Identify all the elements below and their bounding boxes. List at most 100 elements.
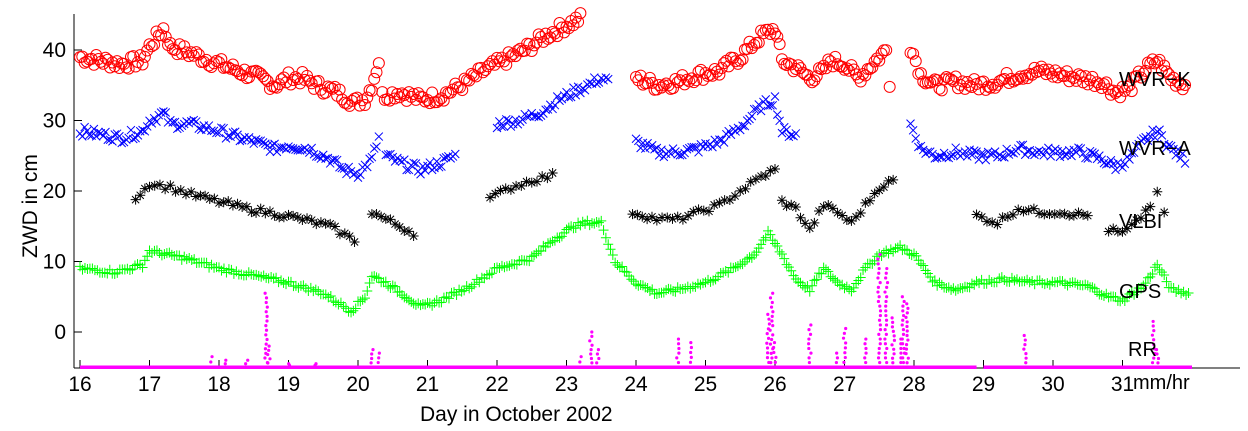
rain-rate-point — [807, 328, 811, 332]
gps-point — [443, 293, 454, 304]
gps-point — [809, 275, 820, 286]
rain-rate-point — [1024, 356, 1028, 360]
rain-rate-point — [876, 262, 880, 266]
gps-point — [705, 276, 716, 287]
rain-rate-point — [883, 342, 888, 346]
gps-point — [1057, 276, 1068, 287]
rain-rate-point — [265, 305, 269, 309]
rain-rate-point — [266, 365, 270, 369]
rain-rate-point — [878, 342, 882, 346]
rain-rate-point — [689, 355, 693, 359]
wvr-k-point — [769, 27, 781, 40]
wvr-a-point — [999, 152, 1009, 162]
wvr-a-point — [267, 140, 277, 150]
gps-point — [946, 284, 957, 295]
wvr-a-point — [332, 155, 342, 165]
gps-point — [273, 277, 284, 288]
vlbi-point — [200, 190, 211, 201]
rain-rate-point — [1154, 348, 1159, 352]
rain-rate-point — [588, 339, 592, 343]
rain-rate-point — [765, 341, 769, 345]
wvr-a-point — [161, 108, 171, 117]
wvr-a-point — [228, 128, 238, 137]
wvr-a-point — [752, 104, 761, 114]
wvr-a-point — [1044, 143, 1053, 153]
wvr-k-point — [877, 44, 890, 57]
gps-point — [892, 242, 903, 253]
wvr-a-point — [128, 134, 138, 144]
rain-rate-point — [807, 342, 811, 346]
gps-point — [661, 285, 672, 296]
wvr-k-point — [484, 57, 497, 70]
wvr-a-point — [942, 152, 951, 162]
gps-point — [1062, 280, 1073, 291]
wvr-k-point — [353, 99, 366, 112]
gps-point — [708, 275, 719, 286]
gps-point — [524, 256, 535, 267]
rain-rate-point — [1023, 342, 1027, 347]
x-ticks: 16 17 18 19 20 21 22 23 24 25 26 27 28 29 30 31 — [68, 360, 1134, 396]
wvr-k-point — [504, 50, 517, 63]
rain-rate-point — [884, 332, 888, 336]
rain-rate-point — [842, 360, 846, 365]
wvr-a-point — [91, 132, 101, 141]
wvr-k-point — [391, 88, 404, 101]
rain-rate-point — [268, 357, 272, 361]
gps-point — [471, 274, 482, 285]
gps-point — [501, 261, 512, 272]
rain-rate-point — [689, 345, 694, 350]
rain-rate-point — [904, 315, 908, 319]
gps-point — [1126, 287, 1137, 298]
wvr-k-point — [736, 53, 749, 66]
wvr-k-point — [1005, 72, 1018, 85]
wvr-a-point — [786, 130, 796, 140]
wvr-a-point — [906, 119, 915, 128]
wvr-a-point — [946, 151, 956, 161]
wvr-a-point — [990, 147, 1000, 156]
gps-point — [841, 281, 852, 292]
wvr-k-point — [372, 57, 385, 70]
vlbi-point — [765, 165, 776, 176]
wvr-a-point — [1016, 140, 1025, 150]
wvr-k-point — [838, 63, 851, 76]
wvr-a-point — [499, 122, 509, 131]
rain-rate-point — [891, 361, 895, 365]
gps-point — [1004, 276, 1015, 287]
gps-point — [772, 241, 783, 252]
wvr-a-point — [601, 73, 611, 82]
vlbi-point — [288, 210, 299, 221]
wvr-a-point — [566, 92, 576, 102]
gps-point — [869, 255, 880, 266]
wvr-k-point — [370, 66, 383, 79]
wvr-k-point — [843, 64, 856, 77]
wvr-a-point — [383, 150, 393, 159]
wvr-k-point — [935, 84, 948, 97]
rain-rate-point — [677, 346, 681, 351]
gps-point — [151, 245, 162, 256]
rain-rate-point — [770, 314, 774, 318]
wvr-k-point — [731, 57, 744, 70]
wvr-k-point — [909, 55, 922, 68]
vlbi-point — [888, 174, 899, 185]
wvr-a-point — [416, 169, 425, 179]
rain-rate-point — [890, 356, 895, 360]
wvr-a-point — [133, 130, 143, 140]
vlbi-point — [981, 216, 992, 227]
wvr-a-point — [351, 168, 361, 178]
wvr-a-point — [791, 129, 801, 138]
vlbi-point — [1136, 213, 1147, 224]
rain-rate-point — [877, 266, 881, 271]
vlbi-point — [500, 183, 511, 194]
vlbi-point — [1068, 210, 1079, 221]
wvr-k-point — [491, 51, 503, 64]
gps-point — [218, 263, 229, 274]
gps-point — [695, 279, 706, 290]
wvr-a-point — [740, 121, 750, 131]
gps-point — [566, 221, 577, 232]
gps-point — [135, 259, 146, 270]
gps-point — [570, 223, 581, 234]
x-tick-label: 26 — [763, 373, 786, 396]
gps-point — [357, 294, 368, 305]
gps-point — [820, 264, 831, 275]
wvr-k-point — [136, 58, 149, 71]
